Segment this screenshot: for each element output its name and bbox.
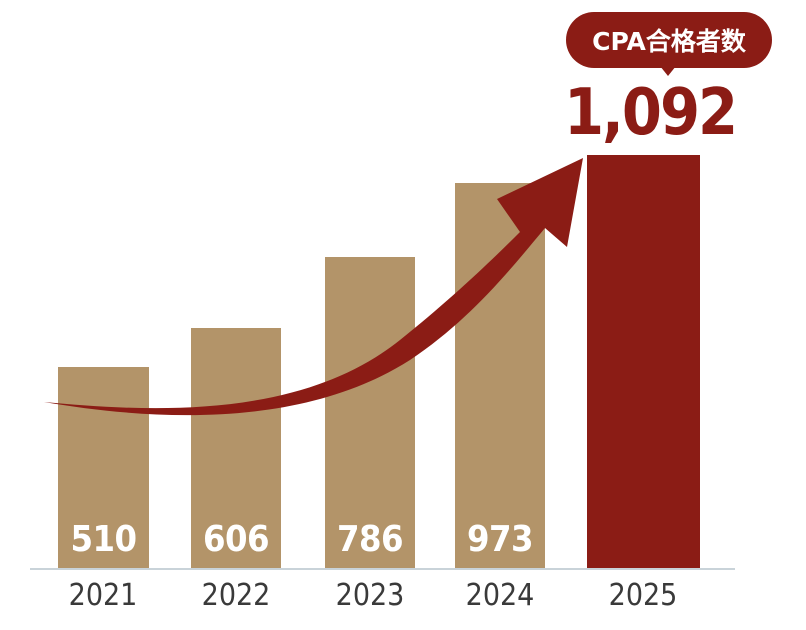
x-label-2024: 2024 — [465, 578, 535, 613]
bar-2021: 510 — [58, 367, 149, 568]
highlight-value: 1,092 — [563, 76, 738, 150]
x-label-2023: 2023 — [335, 578, 405, 613]
callout-badge: CPA合格者数 — [566, 12, 772, 68]
x-label-2021: 2021 — [68, 578, 138, 613]
bar-2023: 786 — [325, 257, 415, 568]
bar-value-2021: 510 — [70, 519, 137, 560]
bar-2024: 973 — [455, 183, 545, 568]
x-label-2022: 2022 — [201, 578, 271, 613]
x-label-2025: 2025 — [608, 578, 678, 613]
bar-2025 — [587, 155, 700, 568]
bar-value-2024: 973 — [466, 519, 534, 560]
callout-tail — [660, 66, 676, 76]
bar-2022: 606 — [191, 328, 281, 568]
bar-value-2023: 786 — [336, 519, 404, 560]
bar-value-2022: 606 — [202, 519, 270, 560]
x-axis-baseline — [30, 568, 735, 570]
